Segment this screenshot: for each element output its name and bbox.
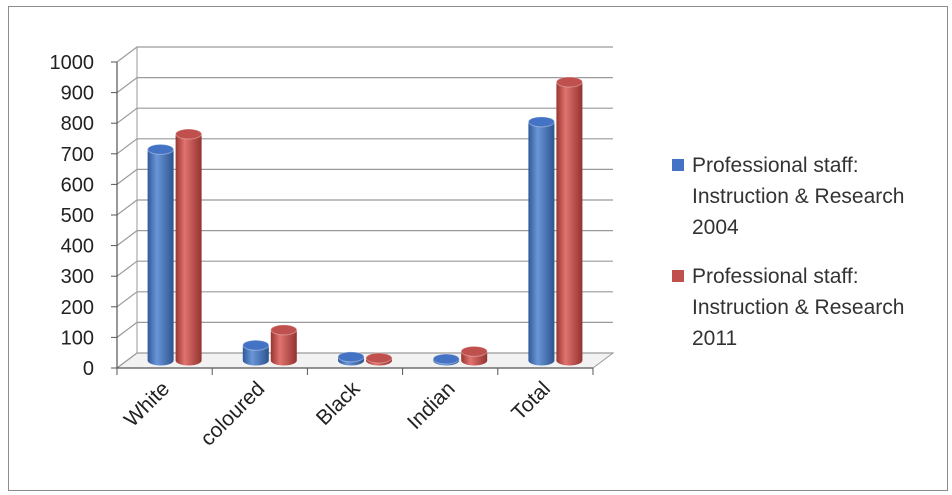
y-tick-label: 100	[61, 327, 94, 349]
bar-body	[147, 149, 174, 366]
bar-body	[242, 345, 269, 366]
legend: Professional staff: Instruction & Resear…	[672, 150, 942, 372]
y-tick-label: 700	[61, 144, 94, 166]
bar-body	[175, 134, 202, 366]
gridline	[116, 321, 613, 338]
legend-swatch-2004	[672, 159, 684, 171]
bar-body	[556, 82, 583, 366]
bar-2011-coloured	[270, 324, 298, 366]
bar-top	[527, 116, 555, 128]
x-category-label: Total	[507, 377, 555, 425]
x-category-label: Indian	[403, 377, 460, 434]
bar-2004-Indian	[432, 353, 460, 366]
bar-top	[242, 339, 270, 351]
bar-2011-Total	[555, 76, 583, 366]
bar-2004-Black	[337, 351, 365, 366]
y-tick-label: 800	[61, 113, 94, 135]
gridline	[116, 107, 613, 124]
x-category-label: Black	[312, 377, 365, 430]
gridline	[116, 291, 613, 308]
bar-top	[555, 76, 583, 88]
y-tick-label: 400	[61, 236, 94, 258]
bar-top	[147, 143, 175, 155]
bar-top	[365, 352, 393, 364]
bar-body	[270, 329, 297, 366]
bar-top	[337, 351, 365, 363]
bar-2004-White	[147, 143, 175, 366]
axis-labels: 0 100 200 300 400 500 600 700 800 900 1000 White col…	[50, 52, 555, 451]
legend-item-2004: Professional staff: Instruction & Resear…	[672, 150, 942, 243]
legend-swatch-2011	[672, 270, 684, 282]
bars	[147, 76, 583, 366]
bar-top	[270, 324, 298, 336]
gridline	[116, 77, 613, 94]
gridline	[116, 230, 613, 247]
legend-item-2011: Professional staff: Instruction & Resear…	[672, 261, 942, 354]
gridline	[116, 199, 613, 216]
legend-label-2011: Professional staff: Instruction & Resear…	[692, 265, 905, 350]
axes	[111, 61, 594, 375]
x-category-label: White	[120, 377, 174, 431]
bar-2011-White	[175, 128, 203, 366]
gridline	[116, 138, 613, 155]
bar-top	[432, 353, 460, 365]
y-tick-label: 200	[61, 297, 94, 319]
bar-2011-Indian	[460, 345, 488, 366]
gridlines	[115, 46, 615, 369]
gridline	[116, 46, 613, 63]
x-category-label: coloured	[196, 377, 269, 450]
bar-2004-Total	[527, 116, 555, 366]
legend-label-2004: Professional staff: Instruction & Resear…	[692, 154, 905, 239]
gridline	[116, 260, 613, 277]
y-tick-label: 300	[61, 266, 94, 288]
y-tick-label: 600	[61, 174, 94, 196]
y-tick-label: 900	[61, 83, 94, 105]
bar-2011-Black	[365, 352, 393, 366]
bar-top	[460, 345, 488, 357]
gridline	[116, 352, 613, 369]
bar-top	[175, 128, 203, 140]
y-tick-label: 500	[61, 205, 94, 227]
bar-body	[528, 121, 555, 366]
y-tick-label: 1000	[50, 52, 95, 74]
gridline	[116, 168, 613, 185]
y-tick-label: 0	[83, 358, 94, 380]
bar-2004-coloured	[242, 339, 270, 366]
